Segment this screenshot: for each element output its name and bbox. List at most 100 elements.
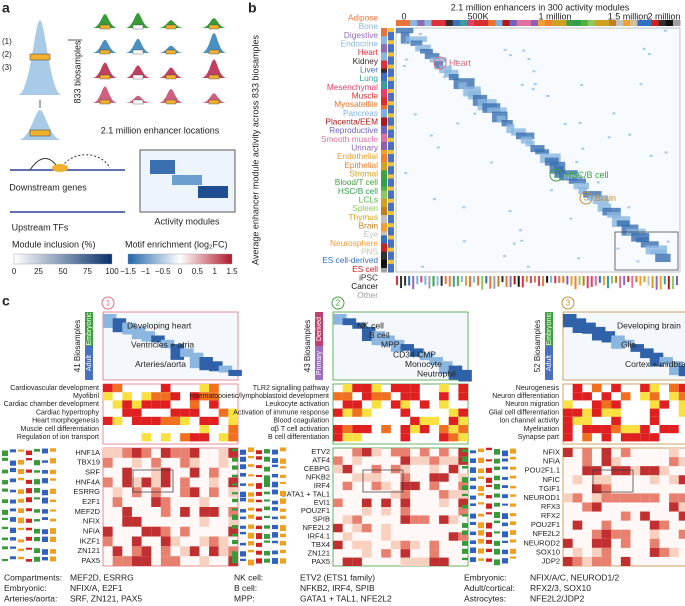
tf-cell — [390, 464, 401, 474]
motif-letter — [272, 540, 278, 544]
term-cell — [678, 400, 685, 409]
motif-letter — [470, 450, 476, 454]
tissue-label: HSC/B cell — [338, 186, 378, 196]
sample-strip — [381, 186, 387, 192]
heat-block — [228, 369, 242, 377]
motif-letter — [240, 483, 246, 486]
motif-letter — [510, 456, 516, 460]
heat-block — [582, 322, 596, 334]
sample-strip — [381, 227, 387, 232]
tf-strip — [611, 276, 614, 284]
tf-cell — [439, 515, 449, 524]
tf-cell — [228, 546, 238, 557]
tf-cell — [151, 457, 161, 468]
motif-letter — [280, 481, 286, 484]
motif-letter — [510, 485, 516, 489]
motif-letter — [248, 464, 254, 467]
motif-letter — [50, 549, 56, 554]
tissue-label: Heart — [358, 47, 379, 57]
sample-strip — [381, 263, 387, 269]
term-cell — [410, 384, 420, 393]
term-cell — [400, 400, 411, 409]
motif-letter — [280, 508, 286, 512]
module-strip — [530, 20, 539, 26]
motif-letter — [264, 534, 270, 539]
module-strip — [481, 20, 489, 26]
tf-cell — [122, 507, 132, 517]
term-cell — [601, 408, 612, 417]
module-strip — [644, 20, 653, 26]
motif-letter — [10, 478, 16, 483]
module-strip — [566, 20, 574, 26]
motif-letter — [34, 528, 40, 534]
tf-cell — [439, 490, 449, 499]
heat-block — [636, 237, 649, 243]
motif-letter — [248, 532, 254, 539]
colorbar-tick-label: 100 — [105, 267, 119, 276]
motif-letter — [256, 456, 262, 460]
term-cell — [103, 392, 113, 401]
motif-letter — [510, 448, 516, 454]
tf-cell — [352, 515, 362, 524]
term-cell — [371, 384, 382, 393]
tf-cell — [400, 448, 411, 457]
term-cell — [419, 400, 430, 409]
heat-block — [626, 228, 646, 237]
tissue-label: Muscle — [352, 91, 379, 101]
motif-letter — [26, 479, 32, 484]
note-key: NK cell: — [234, 572, 263, 582]
modules-label: Activity modules — [154, 216, 220, 226]
sample-strip — [388, 101, 394, 106]
tf-strip — [631, 276, 634, 288]
heat-block — [583, 191, 602, 198]
tf-cell — [361, 507, 372, 516]
term-cell — [209, 392, 219, 401]
tf-cell — [112, 487, 123, 498]
note-key: B cell: — [234, 583, 257, 593]
legend-title: Module inclusion (%) — [12, 239, 96, 249]
motif-letter — [240, 531, 246, 535]
motif-letter — [2, 546, 8, 550]
tf-strip — [444, 276, 447, 284]
tf-strip — [651, 276, 654, 289]
sample-strip — [388, 198, 394, 204]
sample-strip — [381, 174, 387, 179]
tissue-label: Lung — [360, 73, 379, 83]
sample-strip — [388, 28, 394, 33]
sample-strip — [381, 198, 387, 204]
tf-label: SRF — [85, 468, 100, 477]
tf-strip — [574, 276, 577, 290]
tf-cell — [458, 448, 468, 457]
motif-letter — [272, 481, 278, 488]
heat-block — [506, 124, 515, 134]
tf-cell — [122, 516, 132, 527]
group-label: Embryonic — [86, 312, 93, 346]
tf-cell — [410, 557, 420, 566]
enhancer-box — [99, 49, 111, 55]
note-value: NFIX/A, E2F1 — [70, 583, 123, 593]
term-cell — [151, 392, 161, 401]
tf-strip — [635, 276, 638, 283]
enhancer-box — [132, 24, 144, 30]
tf-cell — [381, 507, 391, 516]
tf-cell — [448, 464, 459, 474]
motif-letter — [50, 469, 56, 475]
term-cell — [141, 416, 152, 425]
motif-letter — [502, 494, 508, 499]
tf-cell — [189, 546, 200, 557]
module-strip — [580, 20, 589, 26]
sample-strip — [388, 255, 394, 261]
tf-cell — [601, 493, 612, 503]
motif-letter — [42, 470, 48, 474]
sample-strip — [388, 215, 394, 220]
tf-cell — [410, 456, 420, 465]
tf-cell — [209, 536, 219, 547]
module-strip — [495, 20, 503, 26]
colorbar-tick-label: −1 — [141, 267, 151, 276]
motif-letter — [470, 477, 476, 481]
motif-letter — [18, 459, 24, 465]
motif-letter — [256, 542, 262, 547]
tf-cell — [669, 502, 679, 512]
heat-block — [333, 314, 347, 325]
term-cell — [361, 425, 372, 434]
